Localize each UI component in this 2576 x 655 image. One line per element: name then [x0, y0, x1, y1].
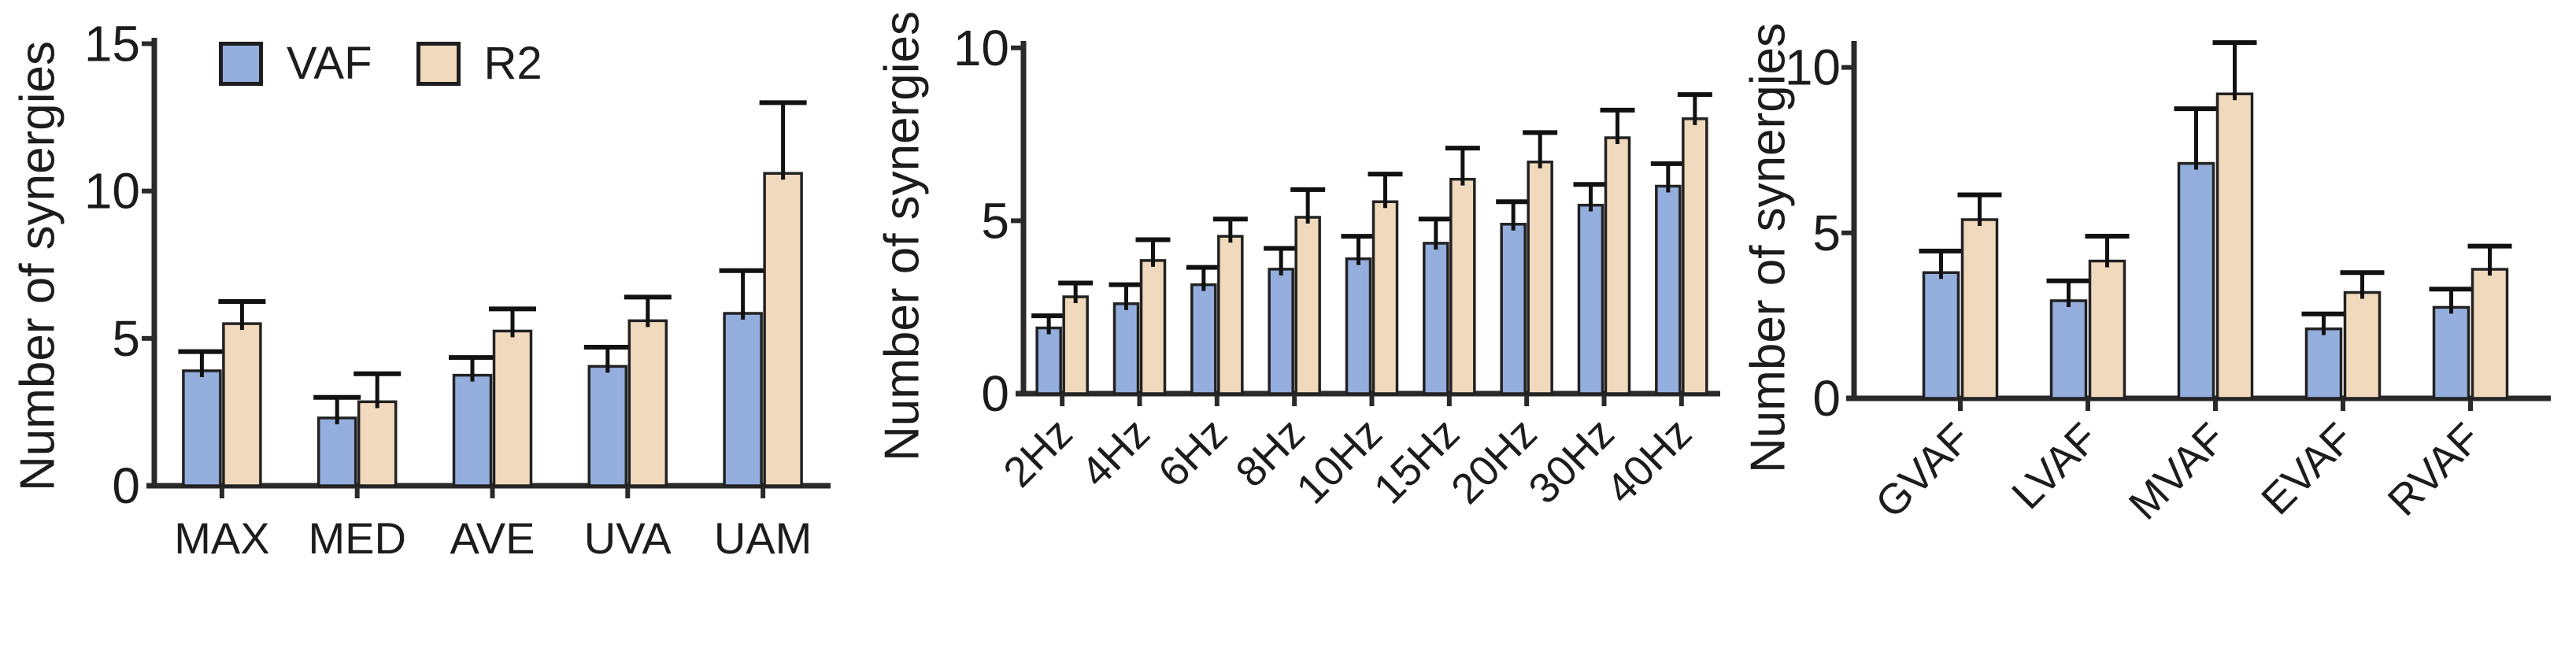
y-tick-label: 0: [1812, 370, 1841, 427]
x-category-label: UAM: [714, 513, 812, 563]
x-category-label: AVE: [450, 513, 535, 563]
bar-vaf-uam: [723, 312, 763, 487]
x-category-label: LVAF: [2003, 414, 2107, 518]
y-tick-label: 10: [953, 20, 1009, 76]
x-category-label: UVA: [584, 513, 672, 563]
bar-vaf-15hz: [1423, 242, 1449, 395]
x-category-label: MED: [308, 513, 405, 563]
bar-r2-rvaf: [2471, 268, 2509, 400]
y-tick-label: 0: [112, 457, 140, 514]
bar-vaf-4hz: [1112, 302, 1140, 395]
x-category-label: EVAF: [2252, 414, 2362, 524]
bar-r2-10hz: [1371, 200, 1399, 395]
x-category-label: 20Hz: [1442, 409, 1546, 513]
y-tick-label: 5: [1812, 205, 1841, 261]
chart-panel-frequencies: 0 5 10 2Hz 4Hz 6Hz 8Hz 10Hz 15Hz 20Hz 30Hz 40Hz: [866, 0, 1732, 655]
bar-chart-vaf-criteria: 0 5 10 GVAF LVAF MVAF EVAF RVAF: [1785, 39, 2551, 529]
bar-vaf-max: [182, 369, 222, 487]
bar-r2-2hz: [1062, 295, 1089, 395]
x-category-label: 4Hz: [1072, 409, 1159, 496]
chart-panel-vaf-criteria: 0 5 10 GVAF LVAF MVAF EVAF RVAF: [1732, 0, 2576, 655]
bar-vaf-rvaf: [2432, 305, 2471, 400]
x-category-label: MAX: [174, 513, 269, 563]
legend-label-vaf: VAF: [287, 38, 372, 89]
legend-label-r2: R2: [483, 38, 542, 89]
bar-vaf-ave: [452, 373, 493, 487]
legend: VAF R2: [219, 41, 542, 87]
y-tick-label: 15: [84, 15, 140, 72]
bar-r2-evaf: [2343, 290, 2382, 400]
x-category-label: 2Hz: [994, 409, 1081, 496]
bar-r2-uva: [627, 319, 668, 487]
bar-r2-ave: [492, 329, 533, 487]
bar-vaf-20hz: [1500, 223, 1527, 395]
bar-r2-20hz: [1527, 160, 1553, 395]
legend-item-r2: R2: [416, 41, 542, 87]
chart-panel-methods: 0 5 10 15 MAX MED AVE UVA UAM: [0, 0, 866, 655]
x-category-label: 40Hz: [1597, 409, 1701, 513]
x-category-label: 15Hz: [1365, 409, 1469, 513]
bar-vaf-8hz: [1268, 268, 1294, 395]
x-category-label: MVAF: [2120, 414, 2235, 529]
y-tick-label: 5: [112, 310, 140, 367]
x-category-label: 30Hz: [1519, 409, 1623, 513]
legend-item-vaf: VAF: [219, 41, 372, 87]
bar-chart-methods: 0 5 10 15 MAX MED AVE UVA UAM: [84, 15, 831, 563]
bar-vaf-2hz: [1035, 326, 1062, 395]
bar-vaf-gvaf: [1922, 271, 1960, 400]
bar-r2-uam: [763, 172, 803, 487]
y-tick-label: 10: [1785, 39, 1841, 96]
bar-r2-max: [222, 322, 262, 487]
bar-vaf-10hz: [1345, 257, 1372, 395]
bar-vaf-evaf: [2304, 327, 2343, 400]
legend-swatch-vaf: [219, 42, 263, 86]
bar-vaf-30hz: [1577, 203, 1604, 395]
bar-r2-15hz: [1449, 177, 1476, 395]
bar-r2-med: [357, 400, 398, 487]
x-category-label: GVAF: [1867, 414, 1980, 527]
bar-vaf-med: [316, 416, 357, 487]
bar-r2-8hz: [1294, 216, 1321, 395]
bar-r2-lvaf: [2088, 259, 2126, 400]
bar-r2-gvaf: [1960, 218, 1999, 400]
bar-r2-4hz: [1139, 259, 1167, 395]
bar-vaf-mvaf: [2177, 161, 2215, 400]
x-category-label: 10Hz: [1287, 409, 1391, 513]
bar-vaf-6hz: [1190, 283, 1217, 395]
bar-r2-6hz: [1217, 235, 1244, 395]
legend-swatch-r2: [416, 42, 461, 86]
x-category-label: RVAF: [2379, 414, 2490, 525]
y-tick-label: 5: [981, 192, 1009, 249]
bar-vaf-lvaf: [2049, 299, 2088, 400]
bar-r2-30hz: [1604, 136, 1631, 395]
x-category-label: 6Hz: [1149, 409, 1236, 496]
bar-vaf-uva: [587, 365, 628, 487]
y-tick-label: 10: [84, 163, 140, 220]
bar-r2-40hz: [1682, 117, 1708, 395]
y-tick-label: 0: [981, 365, 1009, 422]
bar-r2-mvaf: [2215, 92, 2254, 400]
bar-vaf-40hz: [1655, 184, 1682, 395]
